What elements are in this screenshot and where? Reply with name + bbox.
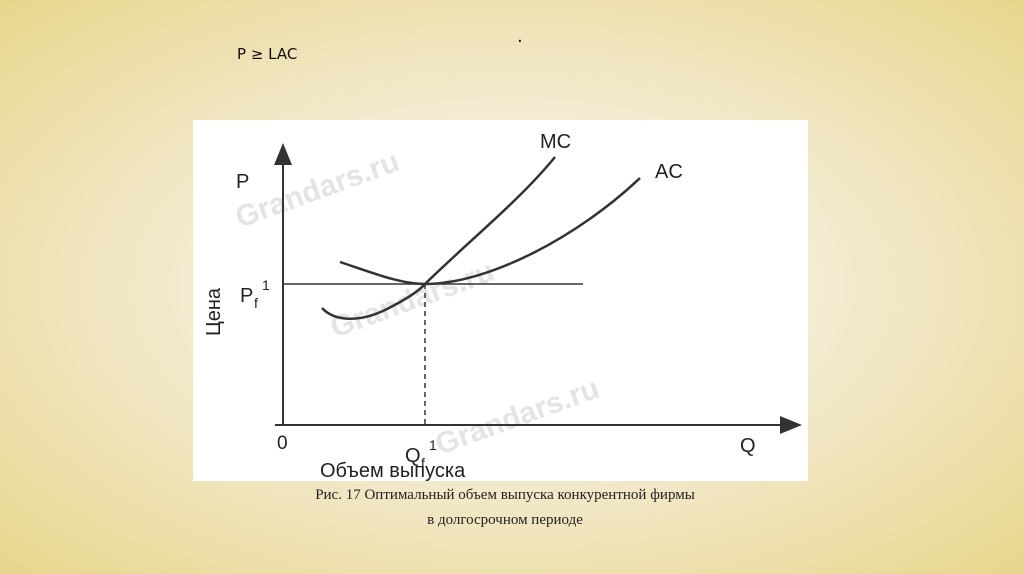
ac-label: AC xyxy=(655,161,683,183)
mc-label: MC xyxy=(540,131,571,153)
y-axis-label: Цена xyxy=(203,287,225,336)
price-label-sub: f xyxy=(254,295,258,311)
price-label-sup: 1 xyxy=(262,277,270,293)
ac-curve xyxy=(339,177,641,286)
dot: . xyxy=(517,26,523,47)
heading: P ≥ LAC xyxy=(237,45,298,63)
quantity-label-base: Q xyxy=(405,445,421,467)
x-arrow xyxy=(780,416,802,434)
price-label-base: P xyxy=(240,285,253,307)
y-arrow xyxy=(274,143,292,165)
mc-curve xyxy=(321,156,556,320)
quantity-label-sup: 1 xyxy=(429,437,437,453)
x-axis-letter: Q xyxy=(740,435,756,457)
caption-line: Рис. 17 Оптимальный объем выпуска конкур… xyxy=(315,487,695,503)
caption-line: в долгосрочном периоде xyxy=(427,512,583,528)
y-axis-letter: P xyxy=(236,171,249,193)
x-axis-label: Объем выпуска xyxy=(320,460,466,482)
origin: 0 xyxy=(277,433,288,454)
diagram-panel xyxy=(193,120,808,481)
quantity-label-sub: f xyxy=(421,455,425,471)
